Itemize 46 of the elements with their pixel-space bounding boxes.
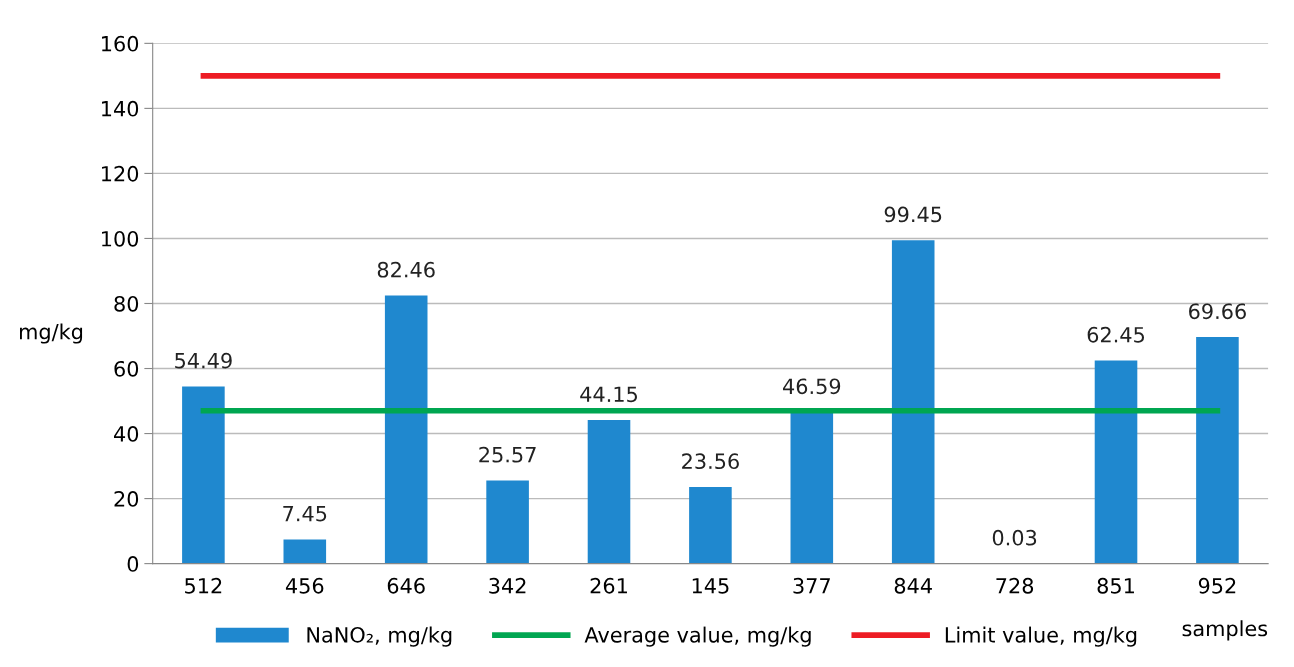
bar	[1196, 337, 1239, 564]
bar	[891, 240, 935, 564]
bar	[283, 539, 327, 564]
x-tick-label: 512	[185, 577, 222, 594]
data-label: 46.59	[783, 378, 841, 395]
bar	[587, 420, 631, 564]
x-tick-label: 261	[590, 577, 627, 594]
data-label: 82.46	[377, 261, 435, 278]
y-tick-label: 80	[114, 295, 139, 312]
data-label: 54.49	[175, 352, 232, 369]
x-tick-label: 952	[1198, 577, 1236, 594]
data-label: 99.45	[884, 206, 942, 223]
data-label: 0.03	[992, 529, 1037, 546]
bar	[1094, 360, 1138, 564]
y-tick-label: 120	[102, 165, 139, 182]
y-tick-label: 100	[102, 230, 139, 247]
legend-label: Average value, mg/kg	[584, 626, 811, 647]
y-tick-label: 60	[114, 360, 139, 377]
data-label: 62.45	[1087, 326, 1145, 343]
x-tick-label: 646	[387, 577, 425, 594]
legend-label: NaNO₂, mg/kg	[307, 626, 452, 647]
x-axis-title: samples	[1182, 620, 1268, 641]
y-tick-label: 20	[114, 491, 139, 507]
y-tick-label: 140	[102, 100, 139, 117]
data-label: 7.45	[283, 505, 327, 522]
bar	[790, 412, 834, 564]
data-label: 23.56	[682, 453, 739, 470]
y-tick-label: 160	[102, 35, 139, 52]
bar	[689, 487, 732, 564]
bar	[384, 295, 428, 564]
x-tick-label: 728	[996, 577, 1034, 594]
data-label: 25.57	[479, 446, 536, 463]
legend-label: Limit value, mg/kg	[945, 626, 1137, 647]
y-axis-title: mg/kg	[20, 323, 83, 344]
x-tick-label: 377	[793, 577, 830, 594]
x-tick-label: 456	[285, 577, 324, 594]
x-tick-label: 844	[894, 577, 932, 594]
y-tick-label: 0	[127, 556, 139, 572]
data-label: 69.66	[1189, 303, 1246, 320]
x-tick-label: 145	[692, 578, 729, 594]
bar	[182, 386, 225, 564]
data-label: 44.15	[580, 386, 637, 403]
x-tick-label: 851	[1097, 577, 1134, 594]
y-tick-label: 40	[114, 426, 139, 442]
bar	[486, 480, 529, 564]
x-tick-label: 342	[489, 577, 526, 594]
